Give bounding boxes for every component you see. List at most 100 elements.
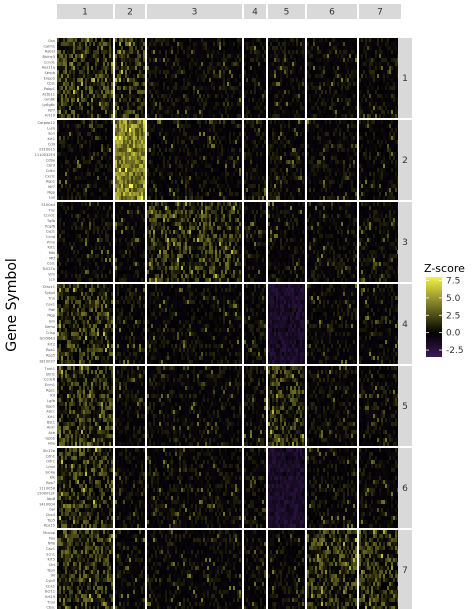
heatmap-cell [175,74,177,78]
heatmap-cell [173,86,175,90]
heatmap-cell [223,176,225,180]
heatmap-cell [159,42,161,46]
heatmap-cell [143,98,145,102]
heatmap-cell [284,102,286,106]
heatmap-cell [264,66,266,70]
heatmap-cell [83,86,85,90]
heatmap-cell [203,106,205,110]
heatmap-cell [177,78,179,82]
heatmap-cell [237,114,239,118]
heatmap-cell [201,62,203,66]
heatmap-cell [103,78,105,82]
heatmap-cell [292,98,294,102]
heatmap-cell [171,160,173,164]
heatmap-cell [189,168,191,172]
heatmap-cell [227,94,229,98]
heatmap-cell [131,78,133,82]
heatmap-cell [163,156,165,160]
heatmap-cell [121,42,123,46]
heatmap-cell [191,172,193,176]
heatmap-cell [75,102,77,106]
heatmap-cell [107,176,109,180]
heatmap-cell [331,98,333,102]
heatmap-cell [97,140,99,144]
heatmap-cell [159,188,161,192]
heatmap-cell [199,176,201,180]
heatmap-cell [349,38,351,42]
heatmap-cell [177,168,179,172]
heatmap-cell [107,90,109,94]
heatmap-cell [181,140,183,144]
heatmap-cell [91,102,93,106]
heatmap-cell [133,38,135,42]
heatmap-cell [177,152,179,156]
heatmap-cell [296,98,298,102]
heatmap-cell [119,156,121,160]
heatmap-cell [149,114,151,118]
heatmap-cell [59,42,61,46]
heatmap-cell [109,70,111,74]
heatmap-cell [385,62,387,66]
heatmap-cell [189,172,191,176]
heatmap-cell [197,74,199,78]
heatmap-cell [292,106,294,110]
heatmap-cell [127,124,129,128]
heatmap-cell [244,50,246,54]
heatmap-cell [97,46,99,50]
heatmap-cell [298,78,300,82]
heatmap-cell [227,54,229,58]
heatmap-cell [288,78,290,82]
heatmap-cell [157,172,159,176]
heatmap-cell [229,102,231,106]
heatmap-cell [349,98,351,102]
heatmap-cell [319,62,321,66]
heatmap-cell [337,110,339,114]
heatmap-cell [161,144,163,148]
heatmap-cell [189,82,191,86]
heatmap-cell [209,172,211,176]
heatmap-cell [282,66,284,70]
heatmap-cell [123,82,125,86]
heatmap-cell [185,114,187,118]
heatmap-cell [262,62,264,66]
heatmap-cell [233,38,235,42]
heatmap-cell [199,136,201,140]
heatmap-cell [109,102,111,106]
heatmap-cell [333,82,335,86]
heatmap-cell [153,156,155,160]
heatmap-cell [231,54,233,58]
heatmap-cell [79,50,81,54]
heatmap-cell [139,144,141,148]
heatmap-cell [167,102,169,106]
heatmap-cell [169,42,171,46]
heatmap-cell [207,136,209,140]
heatmap-cell [215,164,217,168]
heatmap-cell [225,156,227,160]
heatmap-cell [191,102,193,106]
heatmap-cell [250,38,252,42]
heatmap-cell [123,172,125,176]
heatmap-cell [300,82,302,86]
heatmap-cell [141,70,143,74]
heatmap-cell [69,168,71,172]
heatmap-cell [131,172,133,176]
heatmap-cell [268,82,270,86]
heatmap-cell [211,136,213,140]
heatmap-cell [61,74,63,78]
heatmap-cell [227,102,229,106]
heatmap-cell [171,50,173,54]
heatmap-cell [298,106,300,110]
heatmap-cell [205,160,207,164]
heatmap-cell [129,102,131,106]
heatmap-cell [123,106,125,110]
heatmap-cell [119,110,121,114]
heatmap-cell [260,42,262,46]
heatmap-cell [333,54,335,58]
heatmap-cell [393,58,395,62]
heatmap-cell [139,78,141,82]
heatmap-cell [85,98,87,102]
heatmap-cell [93,78,95,82]
heatmap-cell [209,148,211,152]
heatmap-cell [87,110,89,114]
heatmap-cell [177,70,179,74]
